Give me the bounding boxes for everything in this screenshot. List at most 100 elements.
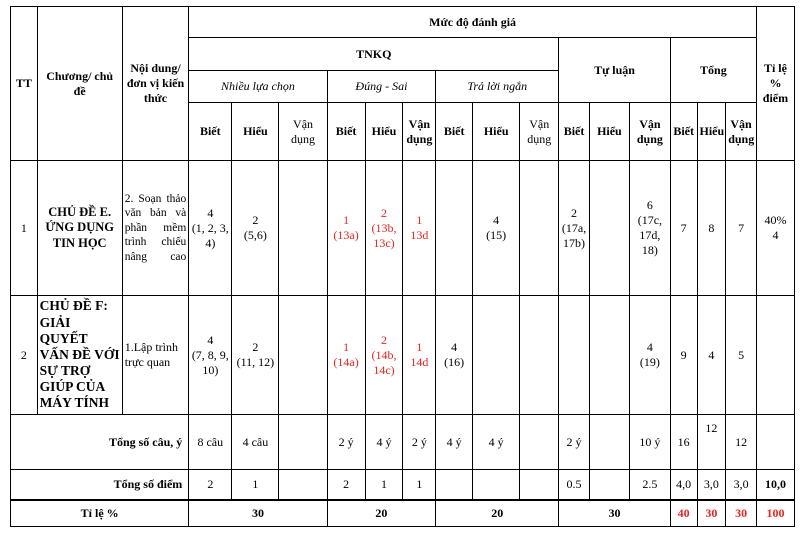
cell-tile <box>755 414 796 470</box>
row-chapter: CHỦ ĐỀ F: GIẢI QUYẾT VẤN ĐỀ VỚI SỰ TRỢ G… <box>36 295 123 415</box>
cell-nlc-biet: 4 (1, 2, 3, 4) <box>188 160 233 296</box>
cell-tong-biet: 9 <box>669 295 698 415</box>
header-tnkq: TNKQ <box>188 37 560 71</box>
cell-tong-biet: 40 <box>669 498 698 527</box>
cell-tl-hieu <box>588 469 630 500</box>
header-tl-hieu: Hiểu <box>588 102 630 161</box>
cell-tl-biet: 2 ý <box>558 414 590 470</box>
cell-ds-hieu: 2 (14b, 14c) <box>364 295 404 415</box>
cell-tln-hieu <box>472 295 521 415</box>
header-nlc-biet: Biết <box>188 102 233 161</box>
header-tl-biet: Biết <box>558 102 590 161</box>
cell-nlc-hieu: 4 câu <box>231 414 280 470</box>
header-tln-van-dung: Vận dụng <box>519 102 560 161</box>
header-tong-van-dung: Vận dụng <box>725 102 757 161</box>
cell-nlc-hieu: 2 (5,6) <box>231 160 280 296</box>
cell-tln-biet: 4 (16) <box>435 295 474 415</box>
header-ds-hieu: Hiểu <box>364 102 404 161</box>
summary-row-questions: Tổng số câu, ý 8 câu 4 câu 2 ý 4 ý 2 ý 4… <box>9 414 796 470</box>
cell-tln-vd <box>519 469 560 500</box>
cell-tong-vd: 7 <box>725 160 757 296</box>
header-dung-sai: Đúng - Sai <box>326 70 437 103</box>
cell-tong-vd: 12 <box>725 414 757 470</box>
cell-nlc-vd <box>278 414 328 470</box>
cell-nlc-vd <box>278 160 328 296</box>
header-muc-do: Mức độ đánh giá <box>188 6 757 38</box>
cell-tong-hieu: 3,0 <box>696 469 727 500</box>
cell-tong-hieu: 30 <box>696 498 727 527</box>
header-nhieu-lua-chon: Nhiều lựa chọn <box>188 70 328 103</box>
cell-ds-vd: 1 14d <box>402 295 437 415</box>
cell-tong-biet: 7 <box>669 160 698 296</box>
cell-tong-biet: 16 <box>669 414 698 470</box>
cell-tln-vd <box>519 414 560 470</box>
summary-row-percent: Tỉ lệ % 30 20 20 30 40 30 30 100 <box>9 498 796 527</box>
cell-tong-hieu: 8 <box>696 160 727 296</box>
cell-tln-hieu <box>472 469 521 500</box>
cell-nlc-percent: 30 <box>188 498 328 527</box>
row-tt: 1 <box>10 160 38 296</box>
summary-label: Tỉ lệ % <box>9 498 190 527</box>
cell-tl-biet: 2 (17a, 17b) <box>558 160 590 296</box>
cell-ds-percent: 20 <box>326 498 437 527</box>
row-content: 1.Lập trình trực quan <box>121 295 190 415</box>
cell-tln-vd <box>519 295 560 415</box>
header-ds-van-dung: Vận dụng <box>402 102 437 161</box>
cell-tl-hieu <box>588 414 630 470</box>
header-nlc-hieu: Hiểu <box>231 102 280 161</box>
cell-tl-biet: 0.5 <box>558 469 590 500</box>
header-tong-hieu: Hiểu <box>696 102 727 161</box>
header-chapter: Chương/ chủ đề <box>36 6 123 161</box>
cell-ds-biet: 1 (14a) <box>326 295 366 415</box>
cell-nlc-hieu: 1 <box>231 469 280 500</box>
header-tt: TT <box>10 6 38 161</box>
header-tile: Tỉ lệ % điểm <box>755 6 796 161</box>
cell-tln-vd <box>519 160 560 296</box>
cell-tong-hieu: 12 <box>696 414 727 470</box>
row-content: 2. Soạn thảo văn bản và phần mềm trình c… <box>121 160 190 296</box>
cell-ds-biet: 2 ý <box>326 414 366 470</box>
cell-tln-biet: 4 ý <box>435 414 474 470</box>
cell-ds-hieu: 2 (13b, 13c) <box>364 160 404 296</box>
cell-tln-biet <box>435 469 474 500</box>
cell-nlc-vd <box>278 469 328 500</box>
table-row: 2 CHỦ ĐỀ F: GIẢI QUYẾT VẤN ĐỀ VỚI SỰ TRỢ… <box>10 295 796 415</box>
summary-row-points: Tổng số điểm 2 1 2 1 1 0.5 2.5 4,0 3,0 3… <box>9 469 796 500</box>
cell-tl-hieu <box>588 295 630 415</box>
cell-ds-vd: 2 ý <box>402 414 437 470</box>
cell-tln-percent: 20 <box>435 498 560 527</box>
cell-tl-biet <box>558 295 590 415</box>
cell-tl-vd: 10 ý <box>628 414 671 470</box>
cell-ds-biet: 1 (13a) <box>326 160 366 296</box>
header-tong-biet: Biết <box>669 102 698 161</box>
table-row: 1 CHỦ ĐỀ E. ỨNG DỤNG TIN HỌC 2. Soạn thả… <box>10 160 796 296</box>
cell-tln-hieu: 4 (15) <box>472 160 521 296</box>
header-ds-biet: Biết <box>326 102 366 161</box>
cell-tln-biet <box>435 160 474 296</box>
cell-tong-hieu: 4 <box>696 295 727 415</box>
cell-nlc-hieu: 2 (11, 12) <box>231 295 280 415</box>
summary-label: Tổng số câu, ý <box>9 414 190 470</box>
header-tu-luan: Tự luận <box>558 37 671 103</box>
header-tong: Tổng <box>669 37 757 103</box>
header-tln-hieu: Hiểu <box>472 102 521 161</box>
cell-tong-vd: 5 <box>725 295 757 415</box>
cell-ds-hieu: 4 ý <box>364 414 404 470</box>
cell-tile: 100 <box>755 498 796 527</box>
cell-tile: 40% 4 <box>755 160 796 296</box>
cell-tl-vd: 6 (17c, 17d, 18) <box>628 160 671 296</box>
cell-ds-vd: 1 13d <box>402 160 437 296</box>
row-tt: 2 <box>10 295 38 415</box>
cell-tong-biet: 4,0 <box>669 469 698 500</box>
cell-tl-hieu <box>588 160 630 296</box>
cell-tile <box>755 295 796 415</box>
cell-nlc-biet: 4 (7, 8, 9, 10) <box>188 295 233 415</box>
cell-nlc-biet: 2 <box>188 469 233 500</box>
header-content: Nội dung/đơn vị kiến thức <box>121 6 190 161</box>
cell-tln-hieu: 4 ý <box>472 414 521 470</box>
header-tl-van-dung: Vận dụng <box>628 102 671 161</box>
cell-tl-vd: 2.5 <box>628 469 671 500</box>
header-tra-loi-ngan: Trả lời ngắn <box>435 70 560 103</box>
cell-ds-vd: 1 <box>402 469 437 500</box>
cell-nlc-vd <box>278 295 328 415</box>
